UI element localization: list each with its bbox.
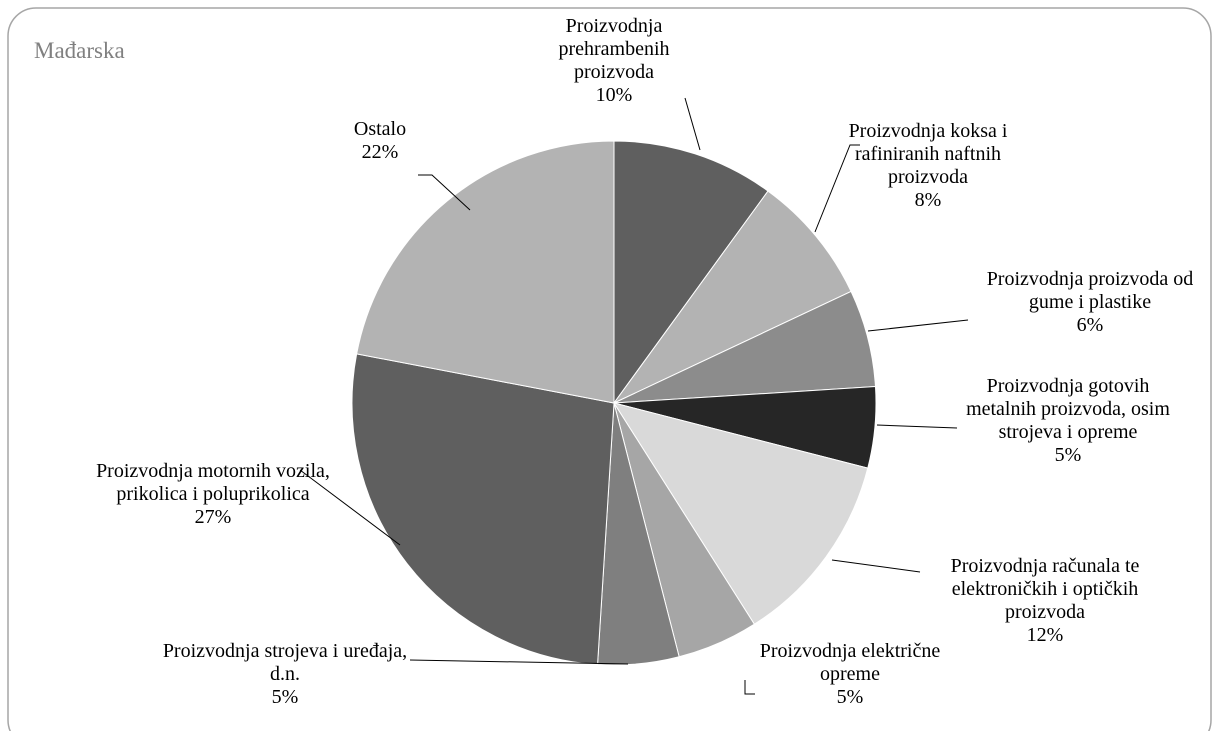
pie-slice bbox=[613, 190, 852, 404]
pie-slice bbox=[613, 140, 769, 405]
label-name: Proizvodnja prehrambenih proizvoda bbox=[558, 15, 670, 83]
leader-line bbox=[867, 319, 969, 332]
data-label: Proizvodnja prehrambenih proizvoda 10% bbox=[529, 15, 699, 107]
leader-line bbox=[876, 424, 958, 429]
label-value: 22% bbox=[361, 141, 399, 163]
data-label: Proizvodnja motornih vozila, prikolica i… bbox=[88, 460, 338, 529]
label-value: 5% bbox=[1054, 444, 1082, 466]
label-name: Proizvodnja motornih vozila, prikolica i… bbox=[96, 460, 330, 505]
data-label: Proizvodnja gotovih metalnih proizvoda, … bbox=[958, 375, 1178, 467]
chart-frame bbox=[7, 7, 1212, 731]
label-value: 5% bbox=[271, 686, 299, 708]
label-name: Proizvodnja gotovih metalnih proizvoda, … bbox=[966, 375, 1170, 443]
leader-line bbox=[744, 680, 755, 695]
leader-line bbox=[684, 97, 701, 151]
label-value: 27% bbox=[194, 506, 232, 528]
label-name: Proizvodnja proizvoda od gume i plastike bbox=[986, 268, 1194, 313]
label-value: 5% bbox=[836, 686, 864, 708]
label-value: 6% bbox=[1076, 314, 1104, 336]
label-name: Proizvodnja električne opreme bbox=[759, 640, 941, 685]
leader-line bbox=[831, 559, 921, 573]
label-name: Proizvodnja strojeva i uređaja, d.n. bbox=[162, 640, 408, 685]
leader-line bbox=[814, 144, 860, 233]
pie-slice bbox=[351, 353, 615, 666]
data-label: Proizvodnja koksa i rafiniranih naftnih … bbox=[828, 120, 1028, 212]
pie-slice bbox=[612, 402, 869, 625]
chart-title: Mađarska bbox=[34, 38, 125, 63]
label-name: Proizvodnja koksa i rafiniranih naftnih … bbox=[848, 120, 1008, 188]
data-label: Ostalo 22% bbox=[330, 118, 430, 164]
label-name: Proizvodnja računala te elektroničkih i … bbox=[950, 555, 1140, 623]
data-label: Proizvodnja proizvoda od gume i plastike… bbox=[965, 268, 1215, 337]
data-label: Proizvodnja električne opreme 5% bbox=[735, 640, 965, 709]
data-label: Proizvodnja računala te elektroničkih i … bbox=[930, 555, 1160, 647]
label-value: 10% bbox=[595, 84, 633, 106]
label-value: 8% bbox=[914, 189, 942, 211]
label-value: 12% bbox=[1026, 624, 1064, 646]
pie-slice bbox=[356, 140, 615, 404]
leader-line bbox=[418, 174, 471, 211]
leader-line bbox=[299, 469, 401, 546]
leader-line bbox=[409, 659, 629, 665]
label-name: Ostalo bbox=[353, 118, 407, 140]
data-label: Proizvodnja strojeva i uređaja, d.n. 5% bbox=[155, 640, 415, 709]
